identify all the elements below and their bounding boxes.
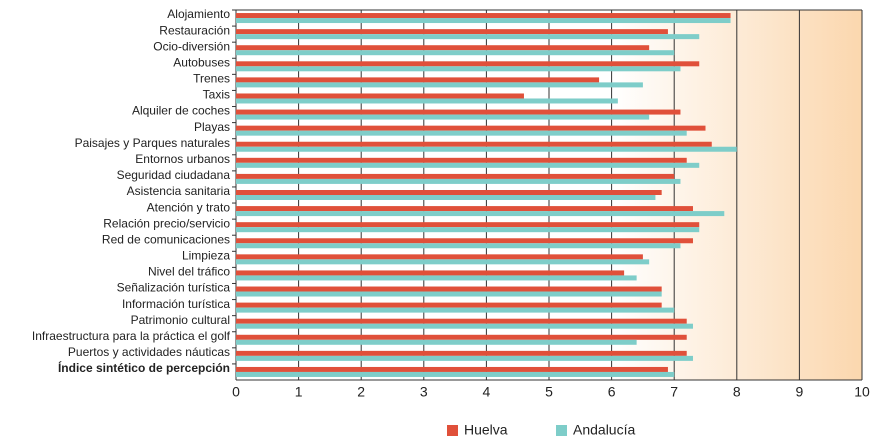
bar — [236, 34, 700, 40]
y-tick-label: Entornos urbanos — [135, 152, 230, 166]
bar — [236, 350, 687, 356]
bar — [236, 275, 637, 281]
bar — [236, 162, 700, 168]
y-tick-label: Paisajes y Parques naturales — [75, 136, 230, 150]
y-tick-label: Nivel del tráfico — [148, 265, 230, 279]
y-tick-label: Trenes — [193, 72, 230, 86]
y-tick-label: Restauración — [159, 23, 230, 37]
y-tick-label: Patrimonio cultural — [131, 313, 230, 327]
bar — [236, 302, 662, 308]
bar — [236, 227, 700, 233]
bar — [236, 146, 737, 152]
x-tick-label: 3 — [420, 384, 428, 400]
bar — [236, 318, 687, 324]
y-tick-label: Información turística — [122, 297, 230, 311]
bar — [236, 334, 687, 340]
x-tick-label: 7 — [670, 384, 678, 400]
bar — [236, 61, 700, 67]
bar — [236, 355, 693, 361]
y-tick-label: Seguridad ciudadana — [117, 168, 231, 182]
bar — [236, 82, 643, 88]
x-tick-label: 10 — [854, 384, 870, 400]
y-tick-label: Relación precio/servicio — [103, 216, 230, 230]
bar — [236, 173, 675, 179]
bar — [236, 130, 687, 136]
bar — [236, 125, 706, 131]
bar — [236, 307, 675, 313]
bar — [236, 211, 725, 217]
bar — [236, 371, 675, 377]
bar — [236, 259, 650, 265]
bar — [236, 141, 712, 147]
bar — [236, 243, 681, 249]
bar — [236, 323, 693, 329]
bar — [236, 254, 643, 260]
bar — [236, 13, 731, 19]
y-tick-label: Puertos y actividades náuticas — [68, 345, 230, 359]
x-tick-label: 1 — [295, 384, 303, 400]
bar — [236, 77, 600, 83]
bar — [236, 98, 618, 104]
x-tick-label: 8 — [733, 384, 741, 400]
bar — [236, 286, 662, 292]
bar — [236, 66, 681, 72]
y-tick-label: Infraestructura para la práctica el golf — [32, 329, 231, 343]
y-tick-label: Limpieza — [182, 249, 230, 263]
bar — [236, 50, 675, 56]
bar — [236, 45, 650, 51]
legend-label: Andalucía — [573, 422, 635, 438]
bar — [236, 270, 625, 276]
y-tick-label: Red de comunicaciones — [102, 232, 230, 246]
bar — [236, 178, 681, 184]
x-tick-label: 5 — [545, 384, 553, 400]
y-tick-label: Alquiler de coches — [132, 104, 230, 118]
y-tick-label: Alojamiento — [167, 7, 230, 21]
x-tick-label: 0 — [232, 384, 240, 400]
legend-swatch — [447, 425, 458, 436]
bar — [236, 206, 693, 212]
x-tick-label: 2 — [357, 384, 365, 400]
bar — [236, 339, 637, 345]
bar — [236, 190, 662, 195]
bar — [236, 222, 700, 228]
bar — [236, 366, 668, 372]
bar — [236, 29, 668, 35]
y-tick-label: Autobuses — [173, 55, 230, 69]
y-tick-label: Ocio-diversión — [153, 39, 230, 53]
x-tick-label: 6 — [608, 384, 616, 400]
bar — [236, 93, 524, 99]
bar — [236, 195, 656, 200]
y-tick-label: Asistencia sanitaria — [127, 184, 231, 198]
y-tick-label: Playas — [194, 120, 230, 134]
bar — [236, 238, 693, 244]
y-tick-label: Taxis — [203, 88, 230, 102]
y-tick-label: Índice sintético de percepción — [58, 360, 230, 375]
bar — [236, 18, 731, 24]
bar — [236, 157, 687, 163]
y-tick-label: Atención y trato — [147, 200, 231, 214]
x-tick-label: 9 — [796, 384, 804, 400]
bar — [236, 109, 681, 115]
bar — [236, 114, 650, 120]
y-tick-label: Señalización turística — [117, 281, 231, 295]
bar — [236, 291, 662, 297]
legend-swatch — [556, 425, 567, 436]
x-tick-label: 4 — [483, 384, 491, 400]
legend-label: Huelva — [464, 422, 508, 438]
